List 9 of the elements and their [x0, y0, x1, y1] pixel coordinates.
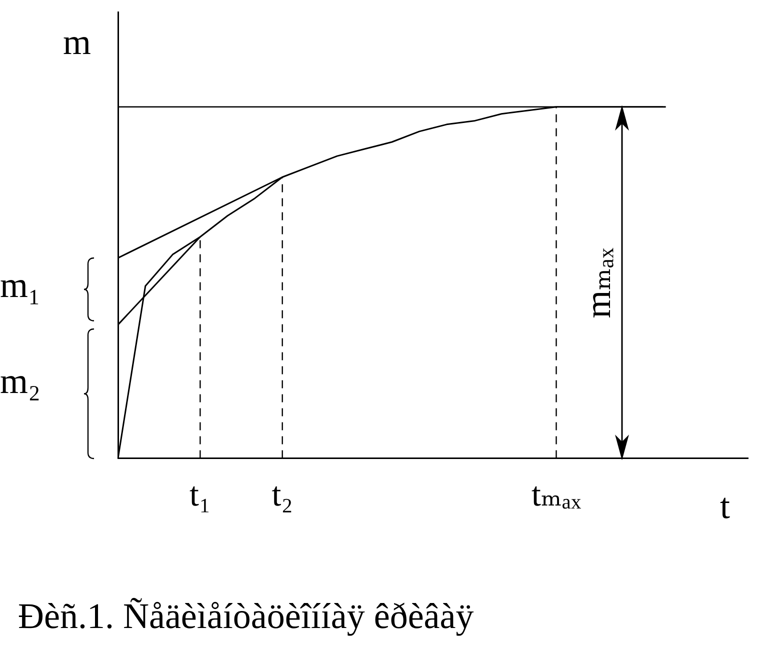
text: m₂	[0, 361, 41, 402]
x-tick-label: t₂	[272, 476, 294, 514]
y-axis-title: m	[63, 22, 92, 62]
text: Ðèñ.1. Ñåäèìåíòàöèîííàÿ êðèâàÿ	[18, 596, 474, 636]
x-tick-label: tₘₐₓ	[532, 476, 582, 514]
x-tick-label: t₁	[190, 476, 211, 514]
annotation: mₘₐₓ	[578, 247, 618, 318]
x-axis-title: t	[720, 486, 730, 526]
text: m₁	[0, 265, 41, 306]
